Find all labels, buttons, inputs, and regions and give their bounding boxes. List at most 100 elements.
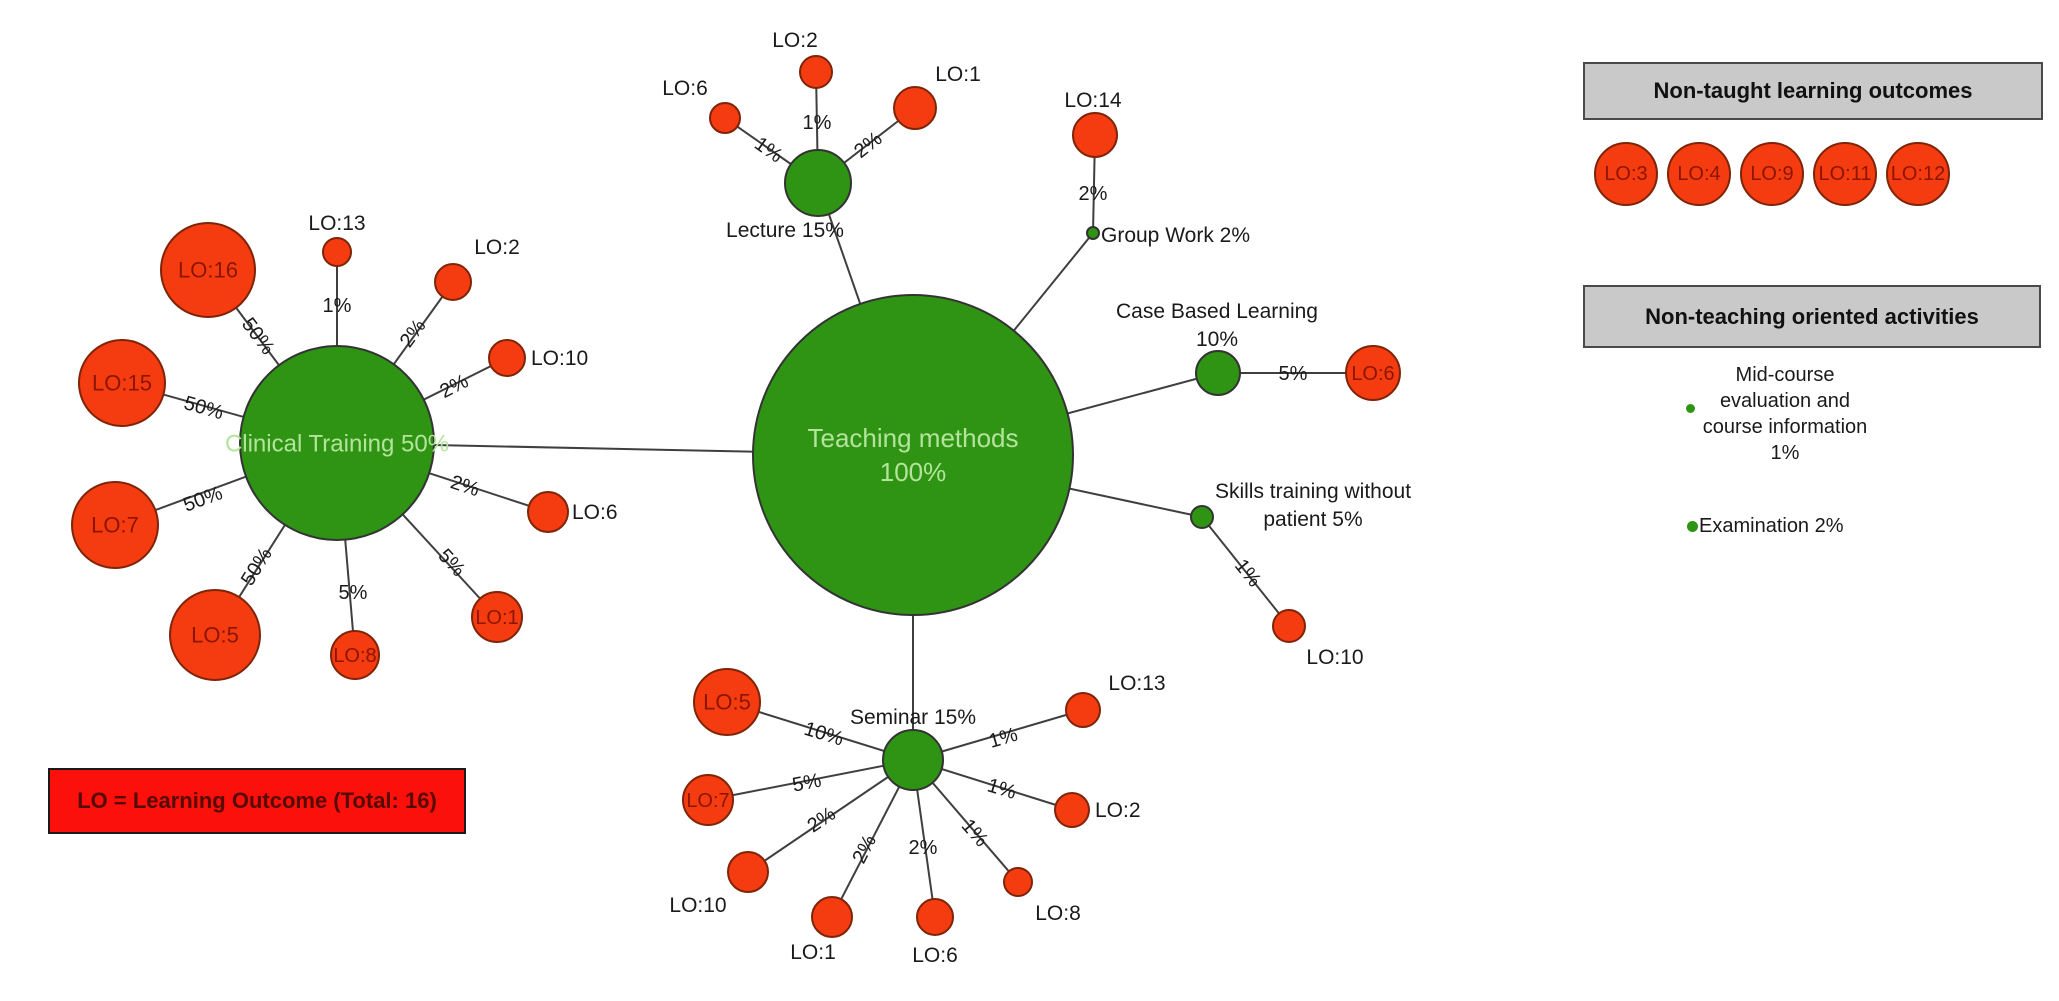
edge-percent-label: 1% — [1230, 555, 1265, 591]
node-caption: LO:2 — [772, 29, 818, 52]
node-caption: LO:10 — [531, 347, 588, 370]
node-le2 — [799, 55, 833, 89]
node-caption: Skills training without patient 5% — [1215, 480, 1411, 531]
node-skills — [1190, 505, 1214, 529]
node-label-cl15: LO:15 — [92, 371, 152, 396]
legend-non-taught-header: Non-taught learning outcomes — [1583, 62, 2043, 120]
node-label-teaching: Teaching methods 100% — [807, 423, 1018, 487]
node-cl5 — [169, 589, 261, 681]
non-taught-lo-list: LO:3 LO:4 LO:9 LO:11 LO:12 — [1594, 142, 1950, 206]
node-caption: LO:1 — [935, 63, 981, 86]
node-se10 — [727, 851, 769, 893]
node-cb6 — [1345, 345, 1401, 401]
legend-non-taught-title: Non-taught learning outcomes — [1653, 78, 1973, 103]
edge-percent-label: 1% — [323, 295, 352, 317]
node-caption: LO:6 — [572, 501, 618, 524]
edge-skills-sk10 — [1201, 516, 1290, 627]
edge-percent-label: 2% — [848, 831, 881, 867]
legend-lo-circle: LO:9 — [1740, 142, 1804, 206]
edge-seminar-se10 — [747, 759, 914, 873]
midcourse-dot-icon — [1686, 404, 1695, 413]
legend-lo-circle: LO:3 — [1594, 142, 1658, 206]
node-groupwork — [1086, 226, 1100, 240]
node-label-cl8: LO:8 — [333, 645, 376, 667]
node-label-clinical: Clinical Training 50% — [225, 430, 449, 457]
edge-percent-label: 50% — [181, 392, 226, 424]
edge-percent-label: 1% — [803, 112, 832, 134]
lo-note-text: LO = Learning Outcome (Total: 16) — [77, 788, 437, 813]
legend-non-teaching-header: Non-teaching oriented activities — [1583, 285, 2041, 348]
edge-percent-label: 5% — [339, 582, 368, 604]
node-caption: LO:14 — [1064, 89, 1122, 112]
edge-percent-label: 2% — [448, 471, 482, 501]
edge-percent-label: 2% — [909, 837, 938, 859]
edge-percent-label: 50% — [180, 482, 225, 516]
node-clinical — [239, 345, 435, 541]
node-cl1 — [471, 591, 523, 643]
node-label-se7: LO:7 — [686, 790, 729, 812]
node-gw14 — [1072, 112, 1118, 158]
legend-lo-circle: LO:11 — [1813, 142, 1877, 206]
node-le1 — [893, 86, 937, 130]
edge-seminar-se7 — [707, 759, 914, 801]
node-se1 — [811, 896, 853, 938]
node-cl16 — [160, 222, 256, 318]
edge-percent-label: 1% — [986, 724, 1020, 753]
edge-percent-label: 2% — [804, 803, 840, 838]
edge-percent-label: 50% — [237, 544, 277, 590]
node-caption: Group Work 2% — [1101, 224, 1250, 247]
legend-lo-circle: LO:12 — [1886, 142, 1950, 206]
node-label-se5: LO:5 — [703, 690, 751, 715]
node-caption: Seminar 15% — [850, 706, 976, 729]
edge-percent-label: 5% — [791, 770, 824, 797]
node-cl2 — [434, 263, 472, 301]
node-sk10 — [1272, 609, 1306, 643]
node-caption: LO:13 — [308, 212, 365, 235]
lo-note-box: LO = Learning Outcome (Total: 16) — [48, 768, 466, 834]
examination-entry: Examination 2% — [1699, 515, 1844, 537]
edge-percent-label: 2% — [436, 370, 472, 403]
node-caption: LO:2 — [1095, 799, 1141, 822]
node-le6 — [709, 102, 741, 134]
edge-percent-label: 5% — [433, 545, 469, 581]
node-caption: Case Based Learning 10% — [1116, 300, 1318, 351]
node-seminar — [882, 729, 944, 791]
node-caption: LO:6 — [662, 77, 708, 100]
node-label-cb6: LO:6 — [1351, 363, 1394, 385]
node-cl13 — [322, 237, 352, 267]
node-label-cl5: LO:5 — [191, 623, 239, 648]
node-caption: LO:2 — [474, 236, 520, 259]
node-se13 — [1065, 692, 1101, 728]
midcourse-entry: Mid-course evaluation and course informa… — [1702, 364, 1868, 464]
node-label-cl16: LO:16 — [178, 258, 238, 283]
node-cl8 — [330, 630, 380, 680]
node-caption: LO:8 — [1035, 902, 1081, 925]
edge-percent-label: 2% — [1079, 183, 1108, 205]
node-cl6 — [527, 491, 569, 533]
edge-percent-label: 2% — [850, 128, 886, 163]
node-cl10 — [488, 339, 526, 377]
node-caption: LO:6 — [912, 944, 958, 967]
edge-percent-label: 10% — [801, 718, 846, 751]
node-teaching — [752, 294, 1074, 616]
node-caption: LO:13 — [1108, 672, 1165, 695]
edge-percent-label: 5% — [1279, 363, 1308, 385]
node-caption: LO:10 — [1306, 646, 1363, 669]
node-caption: LO:1 — [790, 941, 836, 964]
node-cl15 — [78, 339, 166, 427]
node-cbl — [1195, 350, 1241, 396]
node-lecture — [784, 149, 852, 217]
legend-non-teaching-title: Non-teaching oriented activities — [1645, 303, 1979, 329]
node-caption: LO:10 — [669, 894, 726, 917]
edge-percent-label: 50% — [237, 314, 279, 359]
node-se2 — [1054, 792, 1090, 828]
node-se8 — [1003, 867, 1033, 897]
node-se6 — [916, 898, 954, 936]
node-se7 — [682, 774, 734, 826]
node-se5 — [693, 668, 761, 736]
edge-percent-label: 1% — [985, 775, 1019, 805]
examination-dot-icon — [1687, 521, 1698, 532]
node-cl7 — [71, 481, 159, 569]
node-caption: Lecture 15% — [726, 219, 844, 242]
